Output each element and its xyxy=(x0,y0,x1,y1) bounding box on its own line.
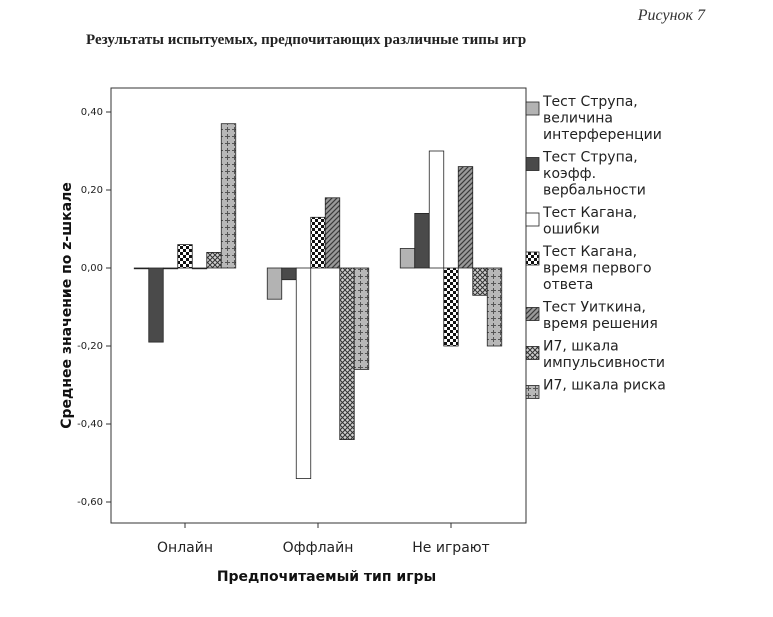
legend-entry: Тест Кагана, ошибки xyxy=(542,205,637,238)
legend-swatch xyxy=(525,385,540,399)
bar xyxy=(339,267,355,441)
figure-title: Результаты испытуемых, предпочитающих ра… xyxy=(86,32,527,48)
x-tick-label: Оффлайн xyxy=(283,540,354,556)
bar xyxy=(162,267,179,270)
y-tick-label: 0,40 xyxy=(81,107,103,118)
legend-entry: И7, шкала импульсивности xyxy=(543,339,665,372)
legend-swatch xyxy=(525,157,540,171)
x-axis-title: Предпочитаемый тип игры xyxy=(217,569,436,585)
x-tick-label: Онлайн xyxy=(157,540,213,556)
bar xyxy=(220,123,237,269)
bar xyxy=(266,267,283,300)
figure-label: Рисунок 7 xyxy=(637,7,705,24)
bar xyxy=(177,244,193,269)
bar xyxy=(148,267,164,343)
bar xyxy=(414,212,430,269)
legend-swatch xyxy=(525,101,540,116)
legend-entry: Тест Уиткина, время решения xyxy=(542,300,658,333)
legend-swatch xyxy=(525,346,540,360)
bar xyxy=(353,267,370,370)
y-tick-label: -0,20 xyxy=(77,341,103,352)
legend-entry: И7, шкала риска xyxy=(543,378,666,394)
bar xyxy=(310,216,326,269)
bar xyxy=(281,267,297,281)
plot-frame xyxy=(110,87,527,524)
legend-swatch xyxy=(525,307,540,321)
y-tick-label: 0,20 xyxy=(81,185,103,196)
bar xyxy=(457,166,474,269)
legend-swatch xyxy=(525,251,540,266)
bar xyxy=(443,267,459,347)
bar xyxy=(399,248,416,269)
bar xyxy=(486,267,503,347)
bar xyxy=(472,267,488,296)
x-tick-label: Не играют xyxy=(412,540,489,556)
y-tick-label: 0,00 xyxy=(81,263,103,274)
bar xyxy=(324,197,341,269)
bar xyxy=(191,267,208,270)
legend-swatch xyxy=(525,212,540,227)
legend-entry: Тест Кагана, время первого ответа xyxy=(542,244,652,293)
bar xyxy=(133,267,150,270)
bar xyxy=(295,267,312,480)
bar xyxy=(428,150,445,269)
bar xyxy=(206,251,222,269)
y-tick-label: -0,60 xyxy=(77,497,103,508)
y-tick-label: -0,40 xyxy=(77,419,103,430)
y-axis-title: Среднее значение по z-шкале xyxy=(59,182,75,429)
legend-entry: Тест Струпа, величина интерференции xyxy=(542,94,662,143)
legend-entry: Тест Струпа, коэфф. вербальности xyxy=(542,150,646,199)
